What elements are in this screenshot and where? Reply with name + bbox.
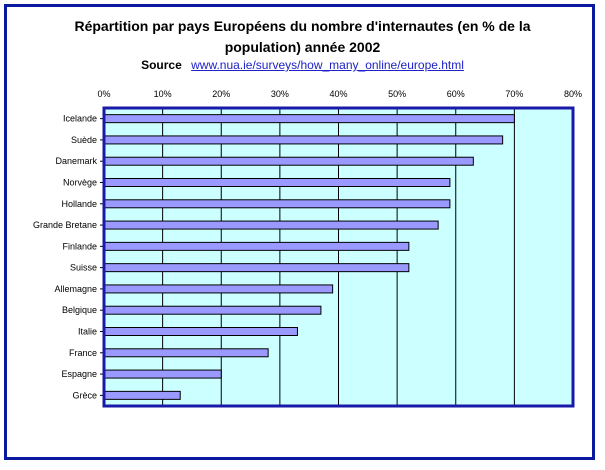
category-label: Allemagne — [54, 284, 97, 294]
bar — [103, 156, 474, 166]
source-link[interactable]: www.nua.ie/surveys/how_many_online/europ… — [191, 58, 464, 72]
x-tick-label: 60% — [447, 89, 465, 99]
bar — [103, 178, 451, 187]
category-label: Icelande — [63, 114, 97, 124]
plot-border — [102, 106, 575, 408]
x-tick-label: 20% — [212, 89, 230, 99]
category-label: Suède — [71, 135, 97, 145]
x-tick-label: 70% — [505, 89, 523, 99]
bar — [103, 348, 269, 358]
chart-title: Répartition par pays Européens du nombre… — [0, 16, 605, 58]
bar — [103, 263, 410, 273]
category-label: Norvège — [63, 178, 97, 188]
source-label: Source — [141, 58, 182, 72]
category-label: Grèce — [72, 390, 97, 400]
category-label: Espagne — [61, 369, 97, 379]
bar — [103, 390, 181, 400]
x-tick-label: 50% — [388, 89, 406, 99]
bar — [103, 369, 222, 379]
bar — [103, 327, 298, 336]
x-tick-label: 40% — [329, 89, 347, 99]
chart-title-line-2: population) année 2002 — [224, 39, 381, 55]
bar — [103, 114, 515, 124]
category-label: Italie — [78, 327, 97, 337]
bar — [103, 220, 439, 230]
category-label: Suisse — [70, 263, 97, 273]
category-label: Finlande — [62, 241, 97, 251]
x-tick-label: 80% — [564, 89, 582, 99]
x-tick-label: 10% — [154, 89, 172, 99]
bar — [103, 241, 410, 251]
bar — [103, 305, 322, 315]
bar — [103, 284, 334, 294]
category-label: Danemark — [55, 156, 97, 166]
source-row: Source www.nua.ie/surveys/how_many_onlin… — [0, 58, 605, 72]
chart-title-line-1: Répartition par pays Européens du nombre… — [74, 18, 531, 34]
bar — [103, 199, 451, 209]
category-label: Hollande — [61, 199, 97, 209]
x-tick-label: 0% — [97, 89, 110, 99]
category-label: Belgique — [62, 305, 97, 315]
category-label: France — [69, 348, 97, 358]
bar — [103, 135, 504, 145]
x-tick-label: 30% — [271, 89, 289, 99]
category-label: Grande Bretane — [33, 220, 97, 230]
